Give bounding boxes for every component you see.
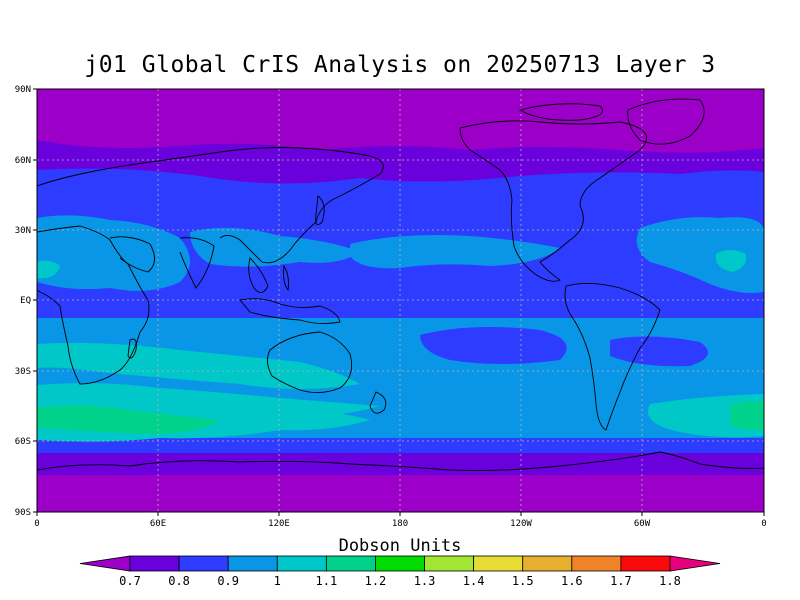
tick-marks [33,88,765,516]
cyan-tongue-pacific [350,235,560,269]
colorbar-label: 0.7 [119,574,141,588]
coast-arctic-islands [518,103,603,121]
colorbar-segment [325,555,376,572]
green-core-indian [37,405,220,434]
coast-australia [267,331,353,393]
coastlines [37,98,764,471]
map-title: j01 Global CrIS Analysis on 20250713 Lay… [84,52,716,78]
coast-greenland [627,98,705,145]
coast-india [179,237,215,289]
lon-tick-label: 60E [150,519,166,529]
colorbar-label: 1.8 [659,574,681,588]
colorbar-segment [620,555,671,572]
coast-japan [315,195,325,226]
colorbar-segment [424,555,475,572]
colorbar-arrow-high [669,555,721,572]
lon-tick-label: 60W [634,519,651,529]
coast-se-asia [248,257,269,293]
colorbar-segment [276,555,327,572]
colorbar-segment [522,555,573,572]
band-south-polar [37,470,764,512]
coast-new-zealand [369,391,387,414]
lat-tick-label: 30S [15,367,31,377]
lon-tick-label: 120W [510,519,532,529]
coast-north-america [459,120,648,282]
colorbar-label: 1.3 [414,574,436,588]
cyan-tongue-asia [190,227,360,267]
coast-indonesia [239,298,341,325]
coast-eurasia [37,147,384,264]
colorbar-arrow-low [79,555,131,572]
teal-strip-indian [37,342,360,389]
coast-arabia [109,236,155,273]
colorbar-label: 1.2 [365,574,387,588]
colorbar-segment [129,555,180,572]
colorbar-label: 1.4 [463,574,485,588]
colorbar: 0.7 0.8 0.9 1 1.1 1.2 1.3 1.4 1.5 1.6 1.7 1.8 [79,555,721,588]
ozone-field [37,89,764,512]
cyan-tongue-atlantic [636,217,764,293]
colorbar-segment [227,555,278,572]
colorbar-label: 1.1 [316,574,338,588]
lat-tick-label: 90S [15,508,31,518]
colorbar-label: 0.9 [217,574,239,588]
colorbar-segment [571,555,622,572]
graticule [37,89,764,512]
coast-philippines [283,264,289,292]
colorbar-label: 0.8 [168,574,190,588]
green-core-atlantic [730,401,764,431]
colorbar-label: 1.6 [561,574,583,588]
blue-pocket-pacific [420,326,567,364]
lon-tick-label: 120E [268,519,290,529]
colorbar-label: 1 [274,574,281,588]
lat-tick-label: 60N [15,156,31,166]
lon-tick-label: 180 [392,519,408,529]
lat-tick-label: 60S [15,437,31,447]
lon-tick-label: 0 [34,519,39,529]
purple-lobe-north [37,150,764,184]
colorbar-label: 1.7 [610,574,632,588]
colorbar-segment [375,555,425,572]
coast-south-america [564,283,661,431]
coast-africa [37,225,150,385]
coast-antarctica [37,451,764,471]
colorbar-segment [473,555,524,572]
band-south-high [37,438,764,456]
purple-ripple-south [37,456,764,475]
colorbar-title: Dobson Units [338,536,462,556]
teal-spot-africa [37,260,60,279]
cyan-tongue-africa [37,215,190,291]
coast-madagascar [127,338,137,359]
lat-tick-label: 30N [15,226,31,236]
colorbar-segment [178,555,229,572]
lat-tick-label: EQ [20,296,31,306]
colorbar-label: 1.5 [512,574,534,588]
teal-spot-atlantic [715,250,747,272]
magenta-lobe-north [37,89,764,153]
lon-tick-label: 0 [761,519,766,529]
lat-tick-label: 90N [15,85,31,95]
